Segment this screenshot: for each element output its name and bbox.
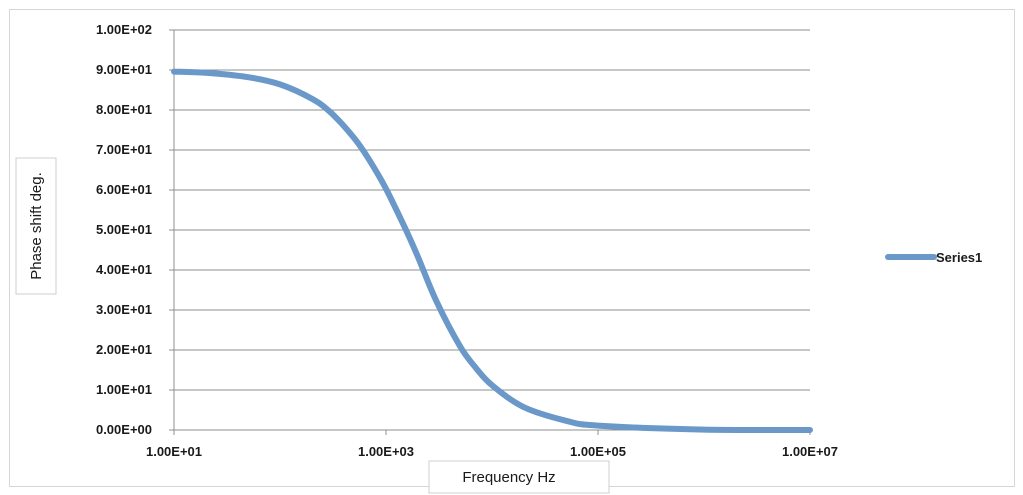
x-tick-label: 1.00E+07 bbox=[782, 444, 838, 459]
x-tick-labels: 1.00E+01 1.00E+03 1.00E+05 1.00E+07 bbox=[146, 444, 838, 459]
y-tick-label: 4.00E+01 bbox=[96, 262, 152, 277]
chart-frame bbox=[9, 9, 1015, 487]
y-tick-label: 1.00E+01 bbox=[96, 382, 152, 397]
y-tick-labels: 0.00E+00 1.00E+01 2.00E+01 3.00E+01 4.00E+01… bbox=[96, 22, 152, 437]
legend: Series1 bbox=[885, 250, 982, 265]
y-tick-label: 2.00E+01 bbox=[96, 342, 152, 357]
x-tick-label: 1.00E+03 bbox=[358, 444, 414, 459]
y-tick-label: 0.00E+00 bbox=[96, 422, 152, 437]
x-axis-title: Frequency Hz bbox=[462, 469, 555, 486]
axes bbox=[173, 30, 811, 435]
x-tick-label: 1.00E+05 bbox=[570, 444, 626, 459]
y-axis-title: Phase shift deg. bbox=[28, 172, 45, 280]
y-tick-label: 5.00E+01 bbox=[96, 222, 152, 237]
legend-label-series1: Series1 bbox=[936, 250, 982, 265]
y-tick-label: 3.00E+01 bbox=[96, 302, 152, 317]
series-line-series1 bbox=[171, 68, 813, 434]
x-axis-title-box bbox=[428, 460, 610, 494]
y-tick-label: 7.00E+01 bbox=[96, 142, 152, 157]
y-tick-label: 9.00E+01 bbox=[96, 62, 152, 77]
y-tick-label: 6.00E+01 bbox=[96, 182, 152, 197]
series bbox=[171, 68, 813, 434]
x-tick-label: 1.00E+01 bbox=[146, 444, 202, 459]
y-tick-label: 1.00E+02 bbox=[96, 22, 152, 37]
y-axis-title-box bbox=[15, 157, 57, 295]
y-tick-label: 8.00E+01 bbox=[96, 102, 152, 117]
grid-lines bbox=[169, 29, 810, 431]
